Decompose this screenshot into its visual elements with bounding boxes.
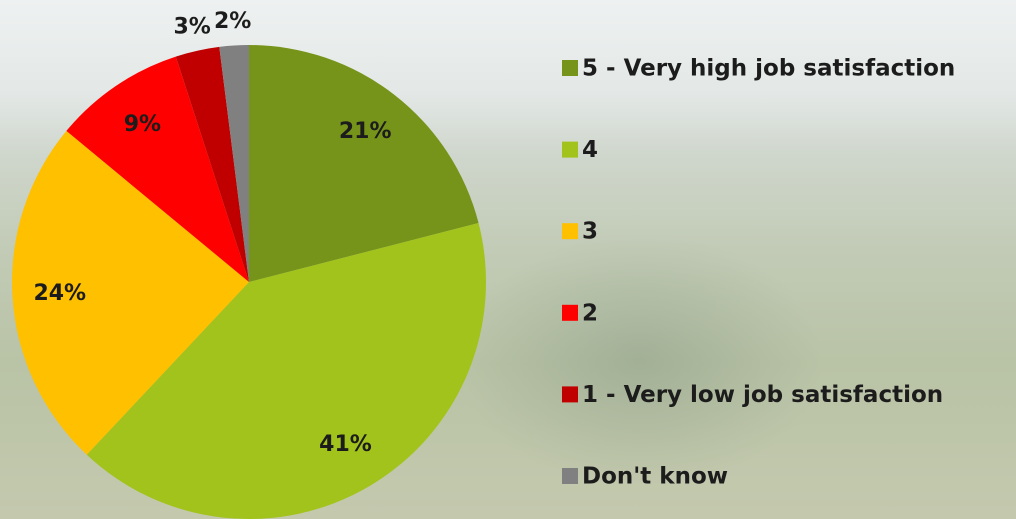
pie-slice	[175, 46, 249, 282]
legend-swatch	[562, 60, 578, 76]
data-label: 21%	[339, 119, 392, 144]
legend-swatch	[562, 141, 578, 158]
legend-label: 4	[582, 137, 598, 163]
pie-slice	[249, 45, 479, 282]
legend-swatch	[562, 468, 578, 484]
pie-slice	[11, 130, 249, 455]
legend-label: 1 - Very low job satisfaction	[582, 382, 943, 408]
legend-label: 3	[582, 219, 598, 245]
pie-slice	[86, 223, 486, 519]
legend-swatch	[562, 386, 578, 403]
legend-label: 5 - Very high job satisfaction	[582, 56, 955, 82]
legend-label: 2	[582, 300, 598, 326]
legend-label: Don't know	[582, 464, 728, 490]
data-label: 41%	[319, 432, 372, 457]
pie-slice	[66, 56, 249, 282]
data-label: 24%	[33, 281, 86, 306]
data-label: 2%	[214, 9, 251, 34]
pie-slice	[219, 45, 249, 282]
legend-swatch	[562, 304, 578, 321]
data-label: 9%	[124, 112, 161, 137]
legend-swatch	[562, 223, 578, 240]
data-label: 3%	[173, 15, 210, 40]
